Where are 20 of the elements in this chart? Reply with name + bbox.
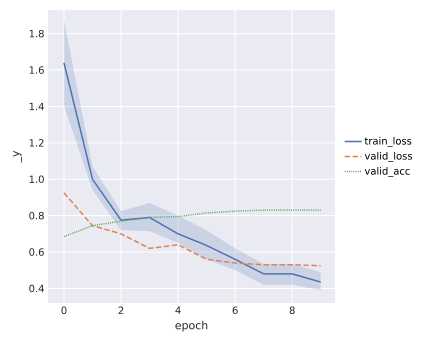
legend-label: train_loss [364,136,412,147]
line-series [63,62,322,283]
x-tick-label: 6 [232,306,238,314]
x-tick-label: 2 [118,306,124,314]
y-axis-title: _y [13,150,22,163]
y-tick-label: 1.6 [30,66,44,74]
y-tick-label: 0.8 [29,212,44,220]
legend-label: valid_loss [364,152,412,162]
y-tick-label: 1.8 [30,30,44,38]
x-tick-label: 4 [175,306,181,314]
y-tick-label: 1.2 [30,139,44,147]
line-series [63,192,322,266]
x-tick-label: 0 [61,306,66,314]
y-tick-label: 0.4 [29,284,44,292]
x-tick-label: 8 [290,306,295,314]
y-tick-label: 1.4 [30,102,44,110]
legend-label: valid_acc [364,167,410,177]
x-axis-title: epoch [175,320,208,332]
y-tick-label: 0.6 [29,248,44,256]
y-tick-label: 1.0 [30,175,44,184]
